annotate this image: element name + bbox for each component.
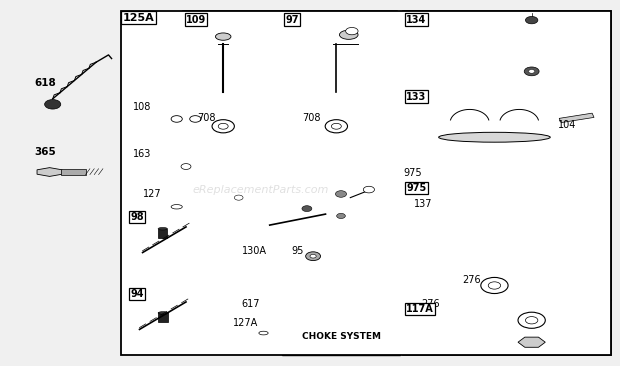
Text: 134: 134: [406, 15, 427, 25]
Circle shape: [337, 213, 345, 219]
Text: eReplacementParts.com: eReplacementParts.com: [192, 185, 329, 195]
Ellipse shape: [217, 285, 341, 319]
Text: 127: 127: [143, 190, 161, 199]
Bar: [559, 113, 594, 123]
Bar: [403, 88, 611, 179]
Text: 94: 94: [130, 289, 144, 299]
Text: 975: 975: [404, 168, 422, 178]
Circle shape: [234, 195, 243, 200]
Circle shape: [212, 120, 234, 133]
Circle shape: [190, 116, 201, 122]
Ellipse shape: [254, 329, 273, 337]
Text: 104: 104: [558, 120, 577, 130]
Text: 276: 276: [422, 299, 440, 309]
Circle shape: [518, 312, 546, 328]
Bar: [158, 312, 168, 322]
Bar: [282, 318, 400, 355]
Polygon shape: [164, 159, 214, 174]
Circle shape: [481, 277, 508, 294]
Text: 163: 163: [133, 149, 152, 159]
Circle shape: [525, 16, 538, 24]
Circle shape: [331, 123, 341, 129]
Text: 98: 98: [130, 212, 144, 222]
Bar: [439, 198, 575, 267]
Circle shape: [489, 282, 501, 289]
Circle shape: [181, 164, 191, 169]
Text: 137: 137: [414, 199, 433, 209]
Text: 975: 975: [406, 183, 427, 193]
Ellipse shape: [167, 203, 187, 211]
Ellipse shape: [158, 312, 168, 314]
Text: 276: 276: [462, 276, 480, 285]
Bar: [121, 11, 611, 355]
Ellipse shape: [158, 227, 167, 230]
Bar: [282, 11, 397, 146]
Ellipse shape: [259, 331, 268, 335]
Circle shape: [218, 123, 228, 129]
Circle shape: [346, 27, 358, 35]
Ellipse shape: [224, 288, 334, 315]
Text: 618: 618: [34, 78, 56, 88]
Circle shape: [528, 70, 534, 73]
Bar: [183, 11, 282, 146]
Polygon shape: [439, 137, 551, 155]
Circle shape: [306, 252, 321, 261]
Ellipse shape: [216, 33, 231, 40]
Polygon shape: [37, 168, 62, 176]
Polygon shape: [518, 337, 546, 347]
Bar: [61, 169, 86, 175]
Text: 117A: 117A: [406, 304, 434, 314]
Text: 109: 109: [186, 15, 206, 25]
Ellipse shape: [232, 192, 246, 203]
Bar: [127, 209, 220, 285]
Text: 708: 708: [303, 113, 321, 123]
Circle shape: [325, 120, 347, 133]
Text: 127A: 127A: [232, 318, 258, 328]
Text: CHOKE SYSTEM: CHOKE SYSTEM: [301, 332, 381, 341]
Polygon shape: [164, 112, 208, 132]
Ellipse shape: [332, 195, 356, 215]
Ellipse shape: [439, 260, 575, 274]
Bar: [121, 11, 611, 355]
Circle shape: [302, 206, 312, 212]
Bar: [158, 229, 167, 238]
Text: 108: 108: [133, 102, 152, 112]
Text: 133: 133: [406, 92, 427, 101]
Circle shape: [524, 67, 539, 76]
Circle shape: [310, 254, 316, 258]
Ellipse shape: [439, 190, 575, 205]
Circle shape: [273, 190, 310, 212]
Circle shape: [335, 191, 347, 197]
Bar: [403, 300, 611, 355]
Circle shape: [171, 116, 182, 122]
Ellipse shape: [340, 30, 358, 39]
Ellipse shape: [439, 132, 551, 142]
Bar: [403, 11, 611, 88]
Text: 617: 617: [242, 299, 260, 309]
Text: 130A: 130A: [242, 246, 267, 256]
Text: 708: 708: [197, 113, 216, 123]
Text: 125A: 125A: [123, 13, 154, 23]
Text: 97: 97: [285, 15, 299, 25]
Circle shape: [45, 100, 61, 109]
Ellipse shape: [171, 205, 182, 209]
Bar: [403, 179, 611, 300]
Circle shape: [363, 186, 374, 193]
Polygon shape: [525, 27, 539, 73]
Circle shape: [525, 317, 538, 324]
Text: 365: 365: [34, 147, 56, 157]
Bar: [127, 285, 220, 351]
Text: 95: 95: [291, 246, 304, 256]
Circle shape: [260, 183, 322, 220]
Polygon shape: [229, 170, 372, 240]
